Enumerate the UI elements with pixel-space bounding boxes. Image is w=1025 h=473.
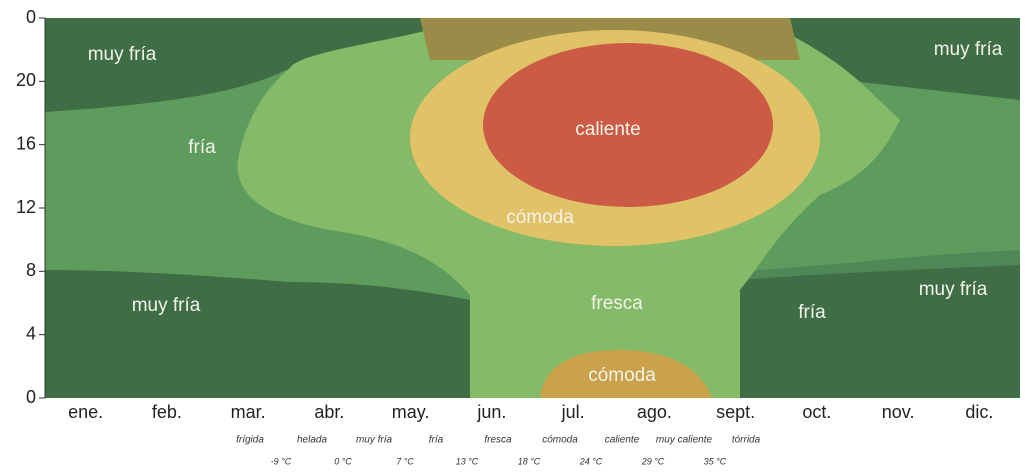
y-tick-label: 0 xyxy=(26,7,36,27)
annotation: cómoda xyxy=(588,365,656,386)
annotation: cómoda xyxy=(506,207,574,228)
x-tick-label: feb. xyxy=(152,402,182,422)
annotation: muy fría xyxy=(88,44,157,65)
annotation: muy fría xyxy=(132,295,201,316)
annotations: muy fría muy fría fría caliente cómoda m… xyxy=(88,39,1003,386)
legend-threshold: 13 °C xyxy=(456,456,479,466)
annotation: muy fría xyxy=(919,279,988,300)
contour-regions xyxy=(45,18,1020,398)
legend-label: cómoda xyxy=(542,435,578,446)
x-tick-label: ene. xyxy=(68,402,103,422)
annotation: caliente xyxy=(575,119,641,140)
x-tick-label: nov. xyxy=(882,402,915,422)
y-tick-label: 0 xyxy=(26,387,36,407)
annotation: fresca xyxy=(591,293,643,314)
x-tick-label: jun. xyxy=(476,402,506,422)
region-caliente xyxy=(483,43,773,207)
legend-label: muy caliente xyxy=(656,435,713,446)
legend-label: muy fría xyxy=(356,435,393,446)
annotation: muy fría xyxy=(934,39,1003,60)
legend-threshold: 29 °C xyxy=(641,456,665,466)
legend-label: fresca xyxy=(484,435,512,446)
y-tick-label: 20 xyxy=(16,70,36,90)
x-tick-label: jul. xyxy=(561,402,585,422)
legend-label: helada xyxy=(297,435,327,446)
x-tick-label: oct. xyxy=(802,402,831,422)
legend-threshold: 18 °C xyxy=(518,456,541,466)
annotation: fría xyxy=(798,302,826,323)
legend-threshold: 7 °C xyxy=(396,456,414,466)
legend-label: fría xyxy=(429,435,444,446)
legend-label: caliente xyxy=(605,435,640,446)
x-tick-label: dic. xyxy=(965,402,993,422)
x-tick-label: ago. xyxy=(637,402,672,422)
y-tick-label: 16 xyxy=(16,133,36,153)
x-tick-label: abr. xyxy=(314,402,344,422)
x-tick-label: may. xyxy=(392,402,430,422)
y-tick-label: 8 xyxy=(26,260,36,280)
legend-label: tórrida xyxy=(732,435,761,446)
y-tick-label: 4 xyxy=(26,323,36,343)
x-tick-label: sept. xyxy=(716,402,755,422)
x-tick-label: mar. xyxy=(231,402,266,422)
legend-threshold: 35 °C xyxy=(704,456,727,466)
legend-threshold: 24 °C xyxy=(579,456,603,466)
legend-threshold: -9 °C xyxy=(271,456,292,466)
region-comoda-bottom xyxy=(540,350,712,398)
annotation: fría xyxy=(188,137,216,158)
y-tick-label: 12 xyxy=(16,197,36,217)
legend-label: frígida xyxy=(236,435,264,446)
legend-threshold: 0 °C xyxy=(334,456,352,466)
